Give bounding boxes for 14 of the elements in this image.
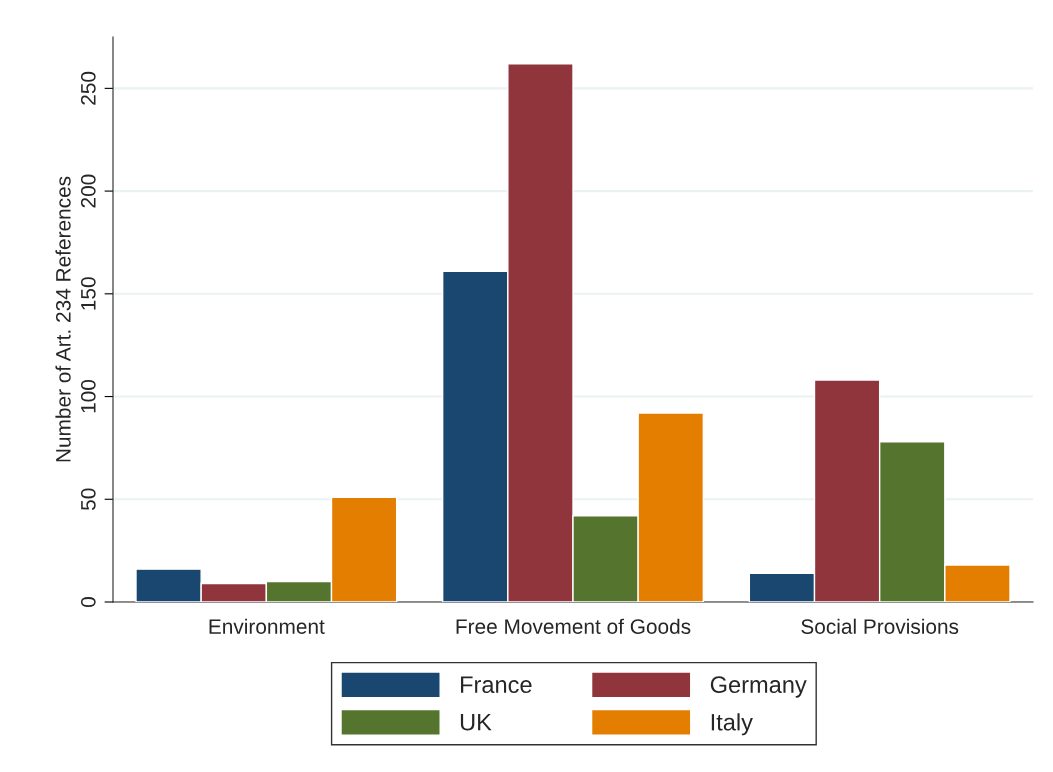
x-tick-label: Environment [209, 618, 325, 634]
legend-label: France [461, 676, 532, 694]
y-tick-label: 100 [80, 379, 96, 413]
y-axis-title: Number of Art. 234 References [55, 176, 71, 462]
x-tick-label: Free Movement of Goods [456, 618, 691, 634]
y-tick-label: 200 [80, 174, 96, 208]
legend-label: Italy [711, 713, 753, 736]
legend-label: UK [460, 714, 492, 731]
x-tick-label: Social Provisions [801, 618, 959, 634]
y-tick-label: 0 [80, 597, 96, 607]
y-tick-label: 50 [80, 488, 96, 511]
y-tick-label: 150 [80, 277, 96, 310]
y-tick-label: 250 [80, 71, 96, 105]
legend-label: Germany [710, 676, 807, 698]
